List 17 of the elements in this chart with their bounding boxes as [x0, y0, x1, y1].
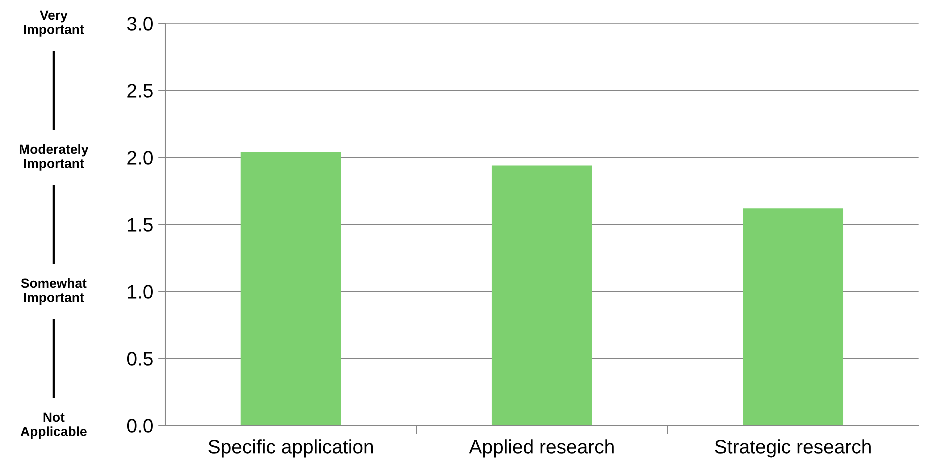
x-tick-label: Strategic research	[715, 440, 871, 458]
y-tick-label: 1.5	[128, 218, 153, 232]
text: Moderately Important	[20, 144, 89, 171]
y-tick-label: 2.0	[128, 151, 153, 165]
y-tick-label: 1.0	[128, 285, 153, 299]
y-tick-label: 3.0	[127, 17, 153, 31]
y-tick-label: 0.0	[127, 419, 153, 433]
x-tick-label: Specific application	[208, 440, 374, 458]
text: Somewhat Important	[21, 278, 87, 305]
y-tick-label: 0.5	[127, 352, 153, 366]
y-tick-label: 2.5	[128, 84, 153, 98]
bar	[492, 166, 592, 426]
text: Very Important	[24, 10, 84, 37]
bar	[240, 152, 342, 426]
text: Not Applicable	[20, 412, 87, 439]
bar	[743, 208, 844, 426]
x-tick-label: Applied research	[469, 440, 614, 458]
